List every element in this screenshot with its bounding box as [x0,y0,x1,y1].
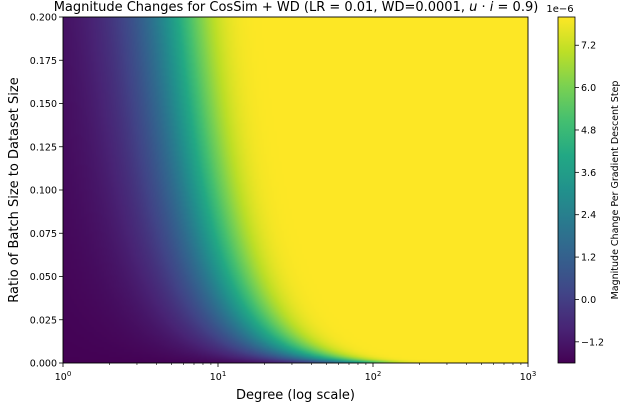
y-tick-label: 0.175 [30,56,57,67]
colorbar-tick-label: 4.8 [581,125,596,136]
colorbar-offset-text: 1e−6 [546,4,573,15]
x-axis-ticks: 100 101 102 103 [55,363,537,383]
colorbar-tick-label: −1.2 [581,337,604,348]
colorbar-tick-label: 1.2 [581,253,596,264]
y-axis-label: Ratio of Batch Size to Dataset Size [7,77,22,302]
y-tick-label: 0.000 [30,359,57,370]
colorbar-tick-label: 2.4 [581,210,596,221]
colorbar-label: Magnitude Change Per Gradient Descent St… [610,81,621,300]
colorbar-tick-label: 0.0 [581,295,596,306]
y-tick-label: 0.075 [30,229,57,240]
x-tick-label: 100 [55,370,72,383]
x-tick-label: 101 [210,370,227,383]
y-tick-label: 0.125 [30,142,57,153]
heatmap-image [63,17,528,363]
chart-title: Magnitude Changes for CosSim + WD (LR = … [54,0,539,15]
colorbar [557,16,576,364]
colorbar-tick-label: 7.2 [581,41,596,52]
colorbar-ticks: −1.2 0.0 1.2 2.4 3.6 4.8 6.0 7.2 [575,41,604,348]
y-tick-label: 0.100 [30,186,57,197]
y-tick-label: 0.150 [30,99,57,110]
x-axis-label: Degree (log scale) [236,388,355,403]
heatmap-area [63,17,528,363]
colorbar-tick-label: 3.6 [581,168,596,179]
x-tick-label: 102 [365,370,382,383]
y-tick-label: 0.050 [30,272,57,283]
colorbar-tick-label: 6.0 [581,83,596,94]
y-axis-ticks: 0.000 0.025 0.050 0.075 0.100 0.125 0.150 0.175… [30,13,63,370]
y-tick-label: 0.025 [30,315,57,326]
y-tick-label: 0.200 [30,13,57,24]
x-tick-label: 103 [520,370,537,383]
